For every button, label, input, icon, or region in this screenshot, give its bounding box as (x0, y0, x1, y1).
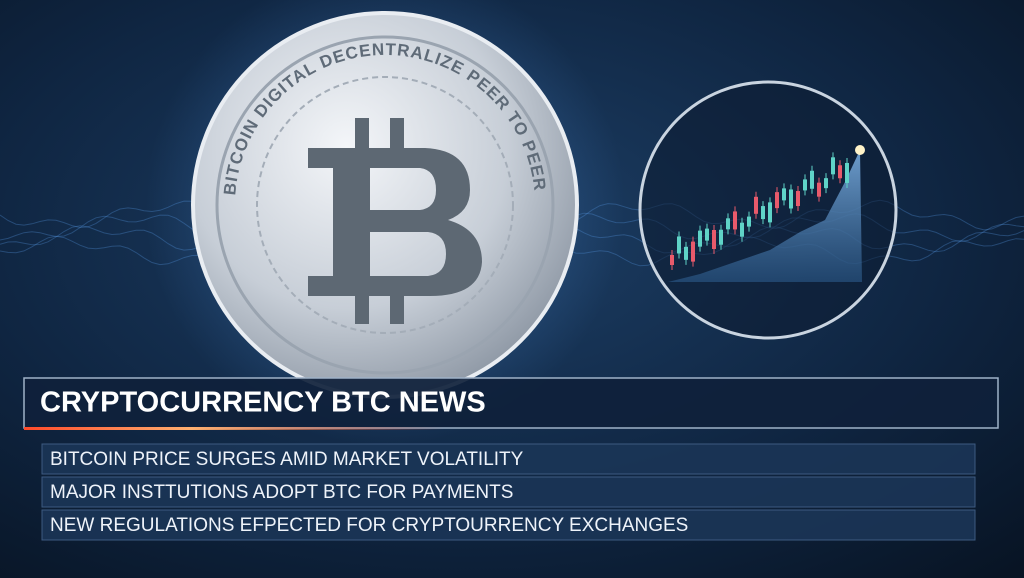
headline-bar (23, 377, 999, 429)
candle-body (726, 218, 730, 230)
candle-body (677, 236, 681, 254)
candle-body (761, 206, 765, 220)
news-row (41, 443, 976, 475)
candle-body (747, 216, 751, 227)
news-item: MAJOR INSTTUTIONS ADOPT BTC FOR PAYMENTS (50, 482, 513, 503)
news-item: NEW REGULATIONS EFPECTED FOR CRYPTOURREN… (50, 515, 688, 536)
coin-circuit (256, 76, 514, 334)
candle-body (705, 228, 709, 241)
candle-body (740, 222, 744, 237)
coin-rim (215, 35, 555, 375)
coin (191, 11, 579, 399)
candle-body (810, 170, 814, 189)
candle-body (782, 188, 786, 201)
bitcoin-logo (308, 118, 482, 324)
candle-body (838, 165, 842, 179)
candle-body (698, 230, 702, 247)
candle-body (796, 191, 800, 207)
chart-area (668, 150, 862, 282)
candle-body (817, 182, 821, 197)
candle-body (775, 192, 779, 209)
candle-body (803, 179, 807, 191)
news-list: BITCOIN PRICE SURGES AMID MARKET VOLATIL… (41, 443, 976, 541)
logo-bar (390, 118, 404, 148)
candle-body (712, 229, 716, 249)
logo-bar (390, 292, 404, 324)
candle-body (691, 241, 695, 262)
candle-body (768, 202, 772, 223)
news-item: BITCOIN PRICE SURGES AMID MARKET VOLATIL… (50, 449, 524, 470)
logo-bar (355, 292, 369, 324)
candle-body (824, 178, 828, 189)
candle-body (684, 246, 688, 260)
logo-bar (355, 118, 369, 148)
headline: CRYPTOCURRENCY BTC NEWS (40, 387, 486, 419)
candle-body (789, 189, 793, 209)
headline-accent (24, 427, 444, 430)
news-row (41, 509, 976, 541)
news-row (41, 476, 976, 508)
candle-body (845, 162, 849, 183)
chart-spark (855, 145, 865, 155)
candle-body (670, 255, 674, 265)
logo-b (308, 148, 482, 296)
candle-body (754, 196, 758, 214)
candlesticks (670, 152, 849, 270)
candle-body (831, 157, 835, 175)
candle-body (733, 211, 737, 230)
candle-body (719, 229, 723, 245)
